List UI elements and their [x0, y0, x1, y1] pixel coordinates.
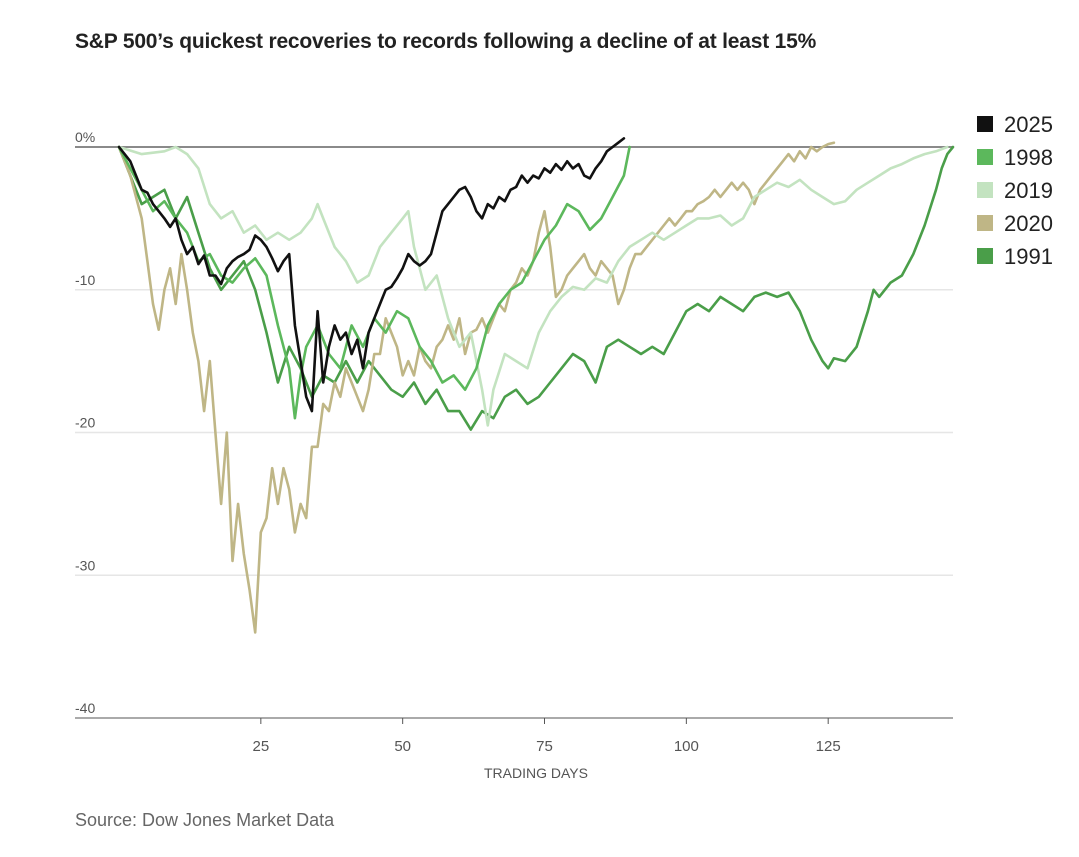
source-note: Source: Dow Jones Market Data [75, 810, 335, 830]
legend-label-2019: 2019 [1004, 178, 1053, 203]
legend-swatch-1991 [977, 248, 993, 264]
y-tick-label: -10 [75, 272, 95, 288]
x-tick-label: 125 [816, 738, 841, 755]
legend-swatch-2019 [977, 182, 993, 198]
series-line-2020 [117, 141, 836, 634]
series-line-1991 [117, 145, 955, 431]
legend-label-2025: 2025 [1004, 112, 1053, 137]
x-tick-label: 50 [394, 738, 411, 755]
series-lines [117, 137, 955, 634]
legend-swatch-1998 [977, 149, 993, 165]
grid-lines [75, 146, 953, 719]
series-line-2019 [117, 145, 949, 427]
x-tick-label: 100 [674, 738, 699, 755]
y-tick-labels: 0% -10 -20 -30 -40 [75, 129, 95, 716]
legend-label-1998: 1998 [1004, 145, 1053, 170]
x-tick-labels: 25 50 75 100 125 [252, 718, 841, 755]
y-tick-label: -30 [75, 557, 95, 573]
x-tick-label: 75 [536, 738, 553, 755]
y-tick-label: -40 [75, 700, 95, 716]
legend-swatch-2025 [977, 116, 993, 132]
chart-title: S&P 500’s quickest recoveries to records… [75, 30, 817, 53]
series-line-2025 [117, 137, 626, 413]
legend-swatch-2020 [977, 215, 993, 231]
y-tick-label: 0% [75, 129, 95, 145]
y-tick-label: -20 [75, 415, 95, 431]
legend-label-1991: 1991 [1004, 244, 1053, 269]
legend-label-2020: 2020 [1004, 211, 1053, 236]
x-tick-label: 25 [252, 738, 269, 755]
x-axis-label: TRADING DAYS [484, 765, 588, 781]
legend: 2025 1998 2019 2020 1991 [977, 112, 1053, 269]
